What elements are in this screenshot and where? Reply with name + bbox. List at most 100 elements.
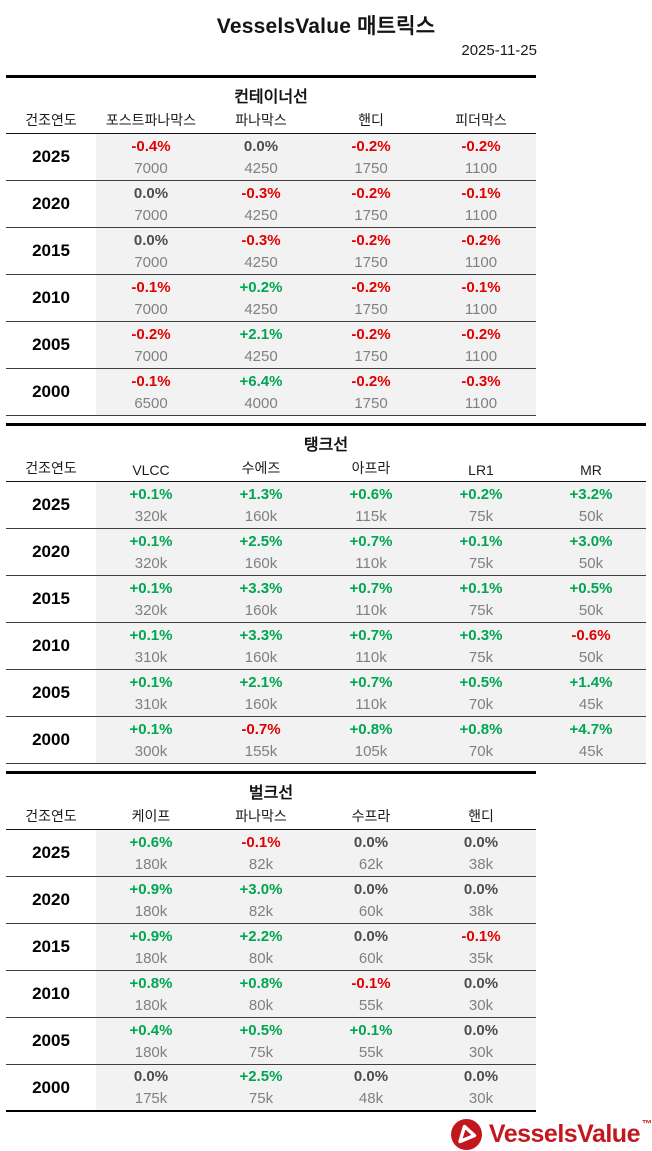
value: 38k	[468, 855, 494, 873]
percent-change: +0.5%	[239, 1021, 283, 1039]
value-cell: +2.1% 4250	[206, 322, 316, 368]
percent-change: -0.1%	[461, 278, 501, 296]
value-cell: +0.5% 75k	[206, 1018, 316, 1064]
value: 75k	[248, 1043, 274, 1061]
value: 4250	[244, 159, 278, 177]
value-cell: +3.2% 50k	[536, 482, 646, 528]
value-cell: -0.3% 4250	[206, 181, 316, 227]
value-cell: -0.6% 50k	[536, 623, 646, 669]
value: 50k	[578, 554, 604, 572]
section-title: 벌크선	[248, 785, 294, 802]
report-page: VesselsValue 매트릭스 2025-11-25 컨테이너선 건조연도 포스…	[0, 10, 652, 1150]
value-cell: +1.4% 45k	[536, 670, 646, 716]
percent-change: -0.1%	[241, 833, 281, 851]
table-row: 2010 -0.1% 7000 +0.2% 4250 -0.2% 1750 -0.1% 1100	[6, 275, 536, 322]
percent-change: +2.1%	[239, 325, 283, 343]
value-cell: +0.8% 70k	[426, 717, 536, 763]
percent-change: -0.3%	[461, 372, 501, 390]
percent-change: -0.2%	[461, 137, 501, 155]
value: 1100	[464, 347, 498, 365]
matrix-section-1: 컨테이너선 건조연도 포스트파나막스 파나막스 핸디 피더막스 2025 -0.4% 7000 0…	[6, 75, 536, 416]
value: 4250	[244, 347, 278, 365]
percent-change: +0.1%	[129, 720, 173, 738]
table-row: 2025 -0.4% 7000 0.0% 4250 -0.2% 1750 -0.2% 1100	[6, 134, 536, 181]
value: 320k	[134, 601, 168, 619]
value-cell: +0.7% 110k	[316, 576, 426, 622]
value-cell: -0.3% 4250	[206, 228, 316, 274]
percent-change: -0.2%	[351, 137, 391, 155]
value-cell: 0.0% 48k	[316, 1065, 426, 1110]
percent-change: +0.1%	[129, 579, 173, 597]
percent-change: +0.2%	[239, 278, 283, 296]
value-cell: +0.9% 180k	[96, 924, 206, 970]
year-label: 2010	[6, 275, 96, 321]
percent-change: +0.6%	[129, 833, 173, 851]
value-cell: +0.1% 320k	[96, 482, 206, 528]
percent-change: +0.7%	[349, 532, 393, 550]
value: 310k	[134, 648, 168, 666]
year-label: 2000	[6, 1065, 96, 1110]
value: 160k	[244, 695, 278, 713]
value: 175k	[134, 1090, 168, 1107]
year-column-header: 건조연도	[25, 460, 77, 476]
percent-change: -0.4%	[131, 137, 171, 155]
value: 180k	[134, 1043, 168, 1061]
percent-change: -0.2%	[351, 372, 391, 390]
column-header: VLCC	[132, 462, 170, 478]
value-cell: -0.2% 1750	[316, 134, 426, 180]
value: 4250	[244, 206, 278, 224]
column-header-row: 건조연도 VLCC 수에즈 아프라 LR1 MR	[6, 458, 646, 482]
percent-change: -0.2%	[461, 325, 501, 343]
percent-change: -0.2%	[351, 325, 391, 343]
value-cell: 0.0% 30k	[426, 971, 536, 1017]
value-cell: -0.3% 1100	[426, 369, 536, 415]
value: 55k	[358, 996, 384, 1014]
value-cell: +3.3% 160k	[206, 576, 316, 622]
value-cell: -0.2% 1750	[316, 369, 426, 415]
value-cell: -0.2% 7000	[96, 322, 206, 368]
value: 1100	[464, 253, 498, 271]
table-row: 2025 +0.1% 320k +1.3% 160k +0.6% 115k +0.2% 75k +…	[6, 482, 646, 529]
page-title: VesselsValue 매트릭스	[216, 15, 436, 38]
value-cell: -0.2% 1750	[316, 322, 426, 368]
value: 55k	[358, 1043, 384, 1061]
percent-change: 0.0%	[463, 880, 499, 898]
percent-change: 0.0%	[463, 833, 499, 851]
value: 60k	[358, 949, 384, 967]
table-row: 2005 +0.1% 310k +2.1% 160k +0.7% 110k +0.5% 70k +…	[6, 670, 646, 717]
column-header-row: 건조연도 케이프 파나막스 수프라 핸디	[6, 806, 536, 830]
percent-change: +2.1%	[239, 673, 283, 691]
year-label: 2005	[6, 322, 96, 368]
value: 180k	[134, 902, 168, 920]
value-cell: -0.1% 82k	[206, 830, 316, 876]
column-header: 수프라	[351, 808, 391, 824]
percent-change: +0.2%	[459, 485, 503, 503]
value-cell: +0.1% 300k	[96, 717, 206, 763]
value: 45k	[578, 742, 604, 760]
percent-change: +0.8%	[349, 720, 393, 738]
percent-change: -0.2%	[351, 231, 391, 249]
value-cell: 0.0% 38k	[426, 830, 536, 876]
percent-change: 0.0%	[243, 137, 279, 155]
percent-change: +2.5%	[239, 1068, 283, 1085]
value-cell: +0.7% 110k	[316, 623, 426, 669]
value: 50k	[578, 507, 604, 525]
value: 155k	[244, 742, 278, 760]
column-header: 핸디	[358, 112, 384, 128]
percent-change: +1.3%	[239, 485, 283, 503]
value-cell: 0.0% 175k	[96, 1065, 206, 1110]
table-row: 2000 -0.1% 6500 +6.4% 4000 -0.2% 1750 -0.3% 1100	[6, 369, 536, 416]
percent-change: +3.0%	[239, 880, 283, 898]
column-header: 파나막스	[235, 808, 287, 824]
value: 7000	[134, 206, 168, 224]
percent-change: -0.6%	[571, 626, 611, 644]
value-cell: +0.8% 80k	[206, 971, 316, 1017]
year-label: 2005	[6, 1018, 96, 1064]
percent-change: -0.1%	[461, 927, 501, 945]
year-column-header: 건조연도	[25, 808, 77, 824]
value: 1750	[354, 300, 388, 318]
percent-change: +3.0%	[569, 532, 613, 550]
value: 75k	[468, 648, 494, 666]
value: 160k	[244, 554, 278, 572]
section-title: 컨테이너선	[234, 89, 308, 106]
